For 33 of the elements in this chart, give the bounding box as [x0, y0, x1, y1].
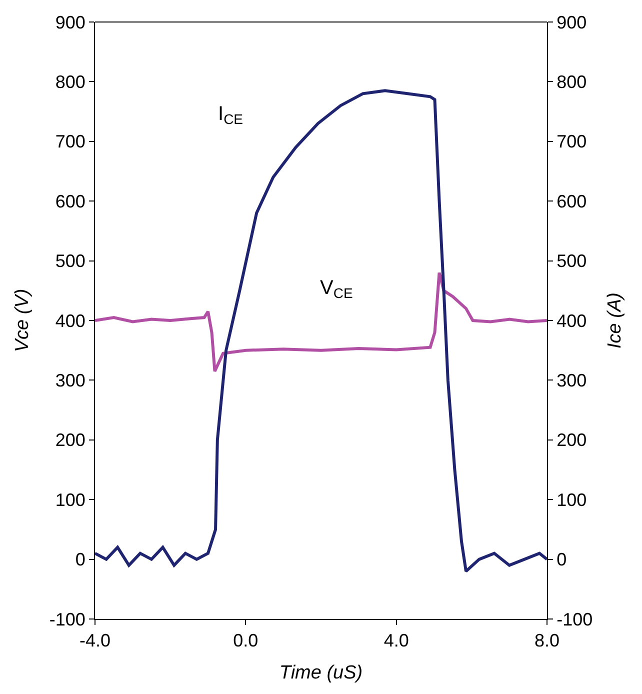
- y-tick-label: 900: [55, 12, 86, 32]
- y-tick-label: 0: [75, 550, 86, 570]
- y-axis-title: Vce (V): [12, 288, 34, 352]
- y-tick-label: 600: [55, 191, 86, 212]
- y-tick-label: 500: [55, 251, 86, 272]
- line-series: [95, 89, 547, 573]
- y2-tick-label: 300: [556, 370, 587, 390]
- y2-tick-label: 700: [556, 132, 587, 152]
- y2-tick-label: 200: [556, 430, 587, 450]
- y2-tick-label: -100: [556, 609, 593, 630]
- x-axis-title: Time (uS): [279, 662, 363, 684]
- annotation: V$_{CE}$: [320, 277, 353, 302]
- y2-tick-label: 900: [556, 12, 587, 32]
- y2-axis-title: Ice (A): [604, 292, 626, 348]
- y-tick-label: 100: [55, 490, 86, 510]
- y2-tick-label: 0: [556, 550, 567, 570]
- y-tick-label: 400: [55, 310, 86, 331]
- y-tick-label: -100: [49, 609, 86, 630]
- y2-tick-label: 500: [556, 251, 587, 272]
- line-series: [95, 271, 547, 373]
- x-tick-label: 4.0: [384, 630, 409, 651]
- y-tick-label: 700: [55, 132, 86, 152]
- x-tick-label: -4.0: [79, 630, 111, 651]
- x-tick-label: 0.0: [233, 630, 258, 651]
- y-tick-label: 800: [55, 72, 86, 92]
- y2-tick-label: 600: [556, 191, 587, 212]
- annotation: I$_{CE}$: [218, 103, 244, 128]
- y-tick-label: 300: [55, 370, 86, 390]
- y2-tick-label: 400: [556, 310, 587, 331]
- y2-tick-label: 100: [556, 490, 587, 510]
- x-tick-label: 8.0: [534, 630, 560, 651]
- y2-tick-label: 800: [556, 72, 587, 92]
- y-tick-label: 200: [55, 430, 86, 450]
